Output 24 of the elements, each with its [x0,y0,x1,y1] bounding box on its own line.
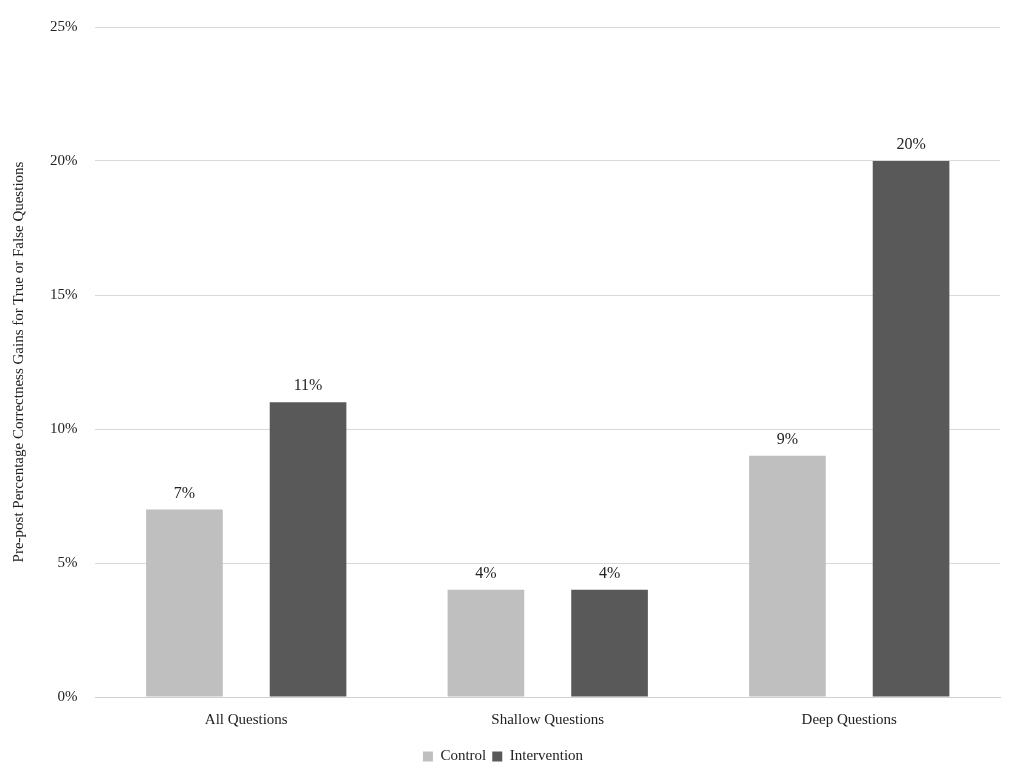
data-label: 4% [475,564,497,581]
data-label: 11% [293,376,323,394]
bar [749,455,826,697]
data-label: 7% [173,483,196,501]
data-label: 4% [598,564,621,581]
bar [269,402,347,697]
legend-label: Intervention [509,747,584,764]
y-axis-title: Pre-post Percentage Correctness Gains for True or False Questions [9,161,26,563]
data-label: 9% [776,430,799,447]
y-tick-label: 5% [57,553,78,570]
legend-label: Control [440,747,487,764]
x-tick-label: All Questions [204,710,288,727]
bar [447,589,525,697]
y-tick-label: 20% [50,151,78,168]
bar [872,161,950,697]
y-tick-label: 15% [50,285,78,302]
x-tick-label: Shallow Questions [491,710,605,727]
y-tick-label: 0% [57,687,78,704]
y-tick-label: 10% [50,419,78,436]
bar [571,589,648,697]
y-tick-label: 25% [50,17,78,34]
bar [146,509,223,697]
x-tick-label: Deep Questions [801,710,898,727]
data-label: 20% [896,135,926,153]
